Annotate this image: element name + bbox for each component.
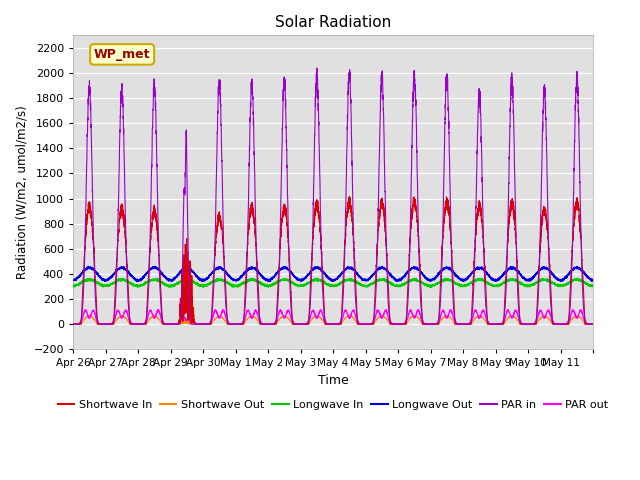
X-axis label: Time: Time (317, 374, 348, 387)
Text: WP_met: WP_met (94, 48, 150, 61)
Legend: Shortwave In, Shortwave Out, Longwave In, Longwave Out, PAR in, PAR out: Shortwave In, Shortwave Out, Longwave In… (53, 396, 613, 415)
Y-axis label: Radiation (W/m2, umol/m2/s): Radiation (W/m2, umol/m2/s) (15, 106, 28, 279)
Title: Solar Radiation: Solar Radiation (275, 15, 391, 30)
